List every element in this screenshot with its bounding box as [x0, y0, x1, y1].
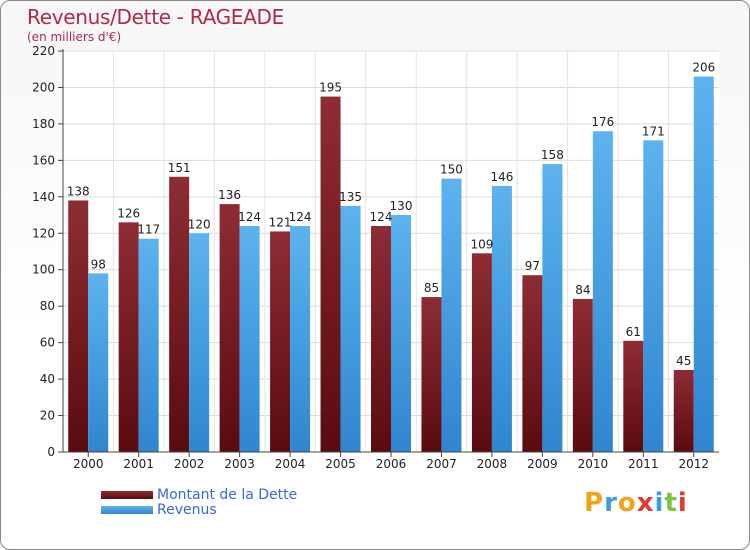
logo-letter: i — [677, 488, 688, 518]
data-label-debt-2012: 45 — [676, 354, 691, 368]
data-label-debt-2001: 126 — [117, 206, 140, 220]
data-label-revenus-2000: 98 — [91, 257, 106, 271]
data-label-debt-2000: 138 — [67, 184, 90, 198]
data-label-revenus-2005: 135 — [339, 190, 362, 204]
data-label-debt-2008: 109 — [470, 237, 493, 251]
x-tick-label-2003: 2003 — [224, 457, 255, 471]
data-label-revenus-2008: 146 — [490, 170, 513, 184]
y-tick-label: 180 — [32, 117, 55, 131]
logo-letter: r — [604, 488, 618, 518]
bar-revenus-2011 — [643, 140, 664, 452]
data-label-revenus-2007: 150 — [440, 163, 463, 177]
bar-revenus-2005 — [340, 205, 361, 452]
y-tick-label: 200 — [32, 80, 55, 94]
y-tick-label: 100 — [32, 263, 55, 277]
proxiti-logo: Proxiti — [584, 488, 688, 518]
logo-letter: i — [654, 488, 665, 518]
y-tick-label: 0 — [47, 445, 55, 459]
bar-debt-2007 — [421, 297, 442, 452]
bar-revenus-2007 — [441, 178, 462, 452]
bar-revenus-2004 — [290, 225, 311, 452]
data-label-debt-2004: 121 — [269, 215, 292, 229]
bar-revenus-2001 — [138, 238, 159, 452]
data-label-debt-2007: 85 — [424, 281, 439, 295]
bar-revenus-2003 — [239, 225, 260, 452]
data-label-revenus-2009: 158 — [541, 148, 564, 162]
x-tick-label-2004: 2004 — [275, 457, 306, 471]
x-tick-label-2010: 2010 — [578, 457, 609, 471]
data-label-debt-2011: 61 — [626, 325, 641, 339]
y-tick-label: 160 — [32, 153, 55, 167]
y-tick-label: 40 — [40, 372, 55, 386]
data-label-revenus-2001: 117 — [137, 223, 160, 237]
legend-label-dette: Montant de la Dette — [157, 486, 298, 503]
y-tick-label: 140 — [32, 190, 55, 204]
bar-debt-2000 — [68, 200, 89, 452]
y-tick-label: 80 — [40, 299, 55, 313]
data-label-debt-2009: 97 — [525, 259, 540, 273]
bar-revenus-2006 — [391, 215, 411, 452]
data-label-revenus-2006: 130 — [390, 199, 413, 213]
data-label-debt-2002: 151 — [168, 161, 191, 175]
bar-revenus-2012 — [693, 76, 714, 452]
legend-swatch-revenus — [101, 505, 153, 514]
bar-debt-2004 — [270, 231, 291, 452]
logo-letter: x — [636, 488, 655, 518]
x-tick-label-2011: 2011 — [628, 457, 659, 471]
y-tick-label: 220 — [32, 44, 55, 58]
bar-debt-2012 — [673, 369, 694, 452]
y-tick-label: 120 — [32, 226, 55, 240]
chart-subtitle: (en milliers d'€) — [27, 30, 122, 44]
x-tick-label-2009: 2009 — [527, 457, 558, 471]
bar-revenus-2009 — [542, 164, 563, 452]
data-label-debt-2010: 84 — [575, 283, 590, 297]
legend-label-revenus: Revenus — [157, 501, 217, 518]
x-tick-label-2006: 2006 — [376, 457, 407, 471]
data-label-revenus-2012: 206 — [692, 61, 715, 75]
y-tick-label: 60 — [40, 336, 55, 350]
bar-debt-2009 — [522, 275, 543, 452]
data-label-revenus-2003: 124 — [238, 210, 261, 224]
x-tick-label-2000: 2000 — [73, 457, 104, 471]
bar-debt-2002 — [169, 176, 190, 452]
data-label-debt-2005: 195 — [319, 81, 342, 95]
y-tick-label: 20 — [40, 409, 55, 423]
logo-letter: o — [617, 488, 637, 518]
data-label-revenus-2011: 171 — [642, 124, 665, 138]
legend-item-dette: Montant de la Dette — [101, 486, 298, 503]
bar-revenus-2002 — [189, 233, 210, 452]
bar-revenus-2000 — [88, 273, 109, 452]
bar-revenus-2008 — [491, 185, 512, 452]
legend-item-revenus: Revenus — [101, 501, 297, 518]
data-label-debt-2003: 136 — [218, 188, 241, 202]
x-tick-label-2012: 2012 — [678, 457, 709, 471]
data-label-debt-2006: 124 — [370, 210, 393, 224]
bar-debt-2010 — [572, 298, 593, 452]
data-label-revenus-2010: 176 — [591, 115, 614, 129]
chart-title: Revenus/Dette - RAGEADE — [27, 5, 284, 29]
x-tick-label-2005: 2005 — [325, 457, 356, 471]
bar-debt-2011 — [623, 340, 644, 452]
bar-debt-2006 — [371, 225, 391, 452]
x-tick-label-2002: 2002 — [174, 457, 205, 471]
bar-debt-2001 — [118, 222, 139, 452]
x-tick-label-2001: 2001 — [123, 457, 154, 471]
bar-revenus-2010 — [592, 131, 613, 452]
logo-letter: P — [584, 488, 605, 518]
bar-debt-2005 — [320, 96, 341, 453]
legend: Montant de la Dette Revenus — [101, 486, 298, 518]
bar-debt-2008 — [471, 253, 492, 452]
data-label-revenus-2002: 120 — [188, 217, 211, 231]
data-label-revenus-2004: 124 — [289, 210, 312, 224]
legend-swatch-dette — [101, 490, 153, 499]
bar-debt-2003 — [219, 204, 240, 452]
logo-letter: t — [664, 488, 678, 518]
x-tick-label-2008: 2008 — [477, 457, 508, 471]
x-tick-label-2007: 2007 — [426, 457, 457, 471]
